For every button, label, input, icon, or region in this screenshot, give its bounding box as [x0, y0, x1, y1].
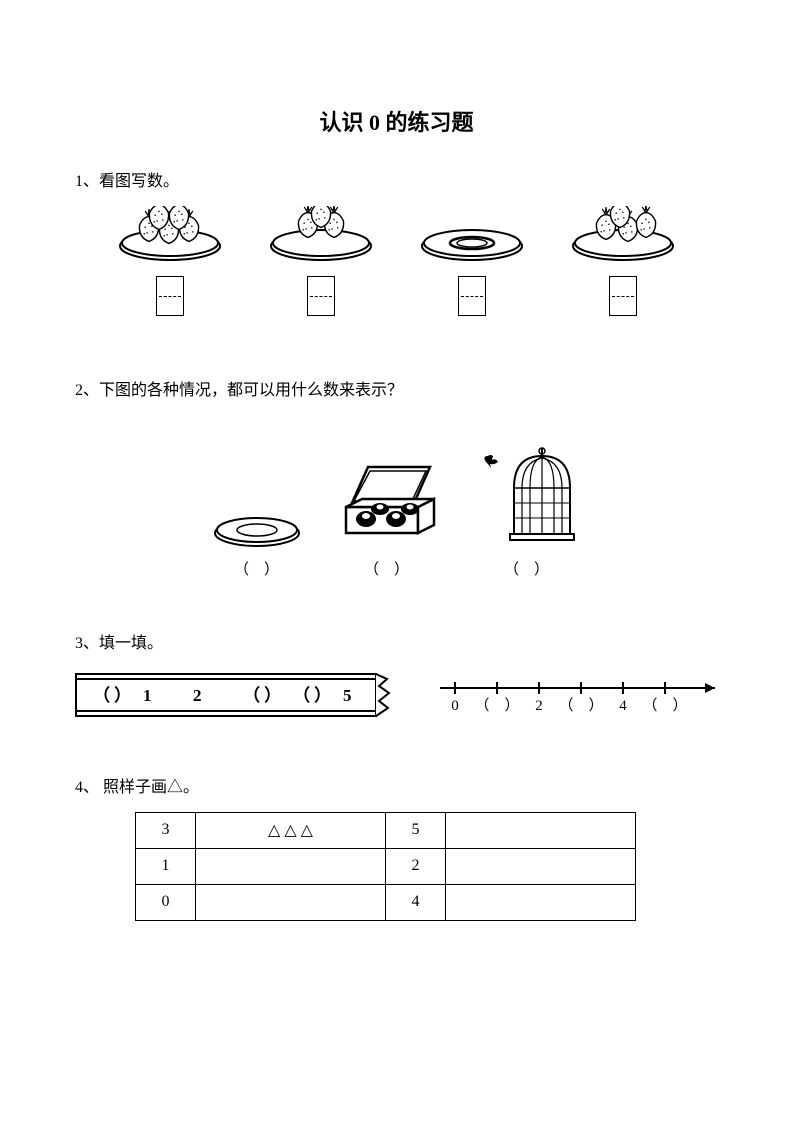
q4-rightshapes-2[interactable]	[446, 884, 636, 920]
q4-rightshapes-1[interactable]	[446, 848, 636, 884]
ruler-slot-3[interactable]: （ ）	[243, 685, 281, 705]
numline-label-2: 2	[535, 698, 543, 714]
box-icon	[332, 455, 442, 550]
plate-group-0	[115, 206, 225, 316]
ruler-slot-0[interactable]: （ ）	[93, 685, 131, 705]
numline-label-4: 4	[619, 698, 627, 714]
answer-box-1[interactable]	[307, 276, 335, 316]
ruler: （ ） 1 2 （ ） （ ） 5	[75, 673, 395, 717]
plate-group-2	[417, 206, 527, 316]
ruler-slot-1: 1	[143, 686, 152, 705]
q4-leftnum-1: 1	[136, 848, 196, 884]
numline-label-3[interactable]: （ ）	[558, 697, 603, 714]
answer-box-3[interactable]	[609, 276, 637, 316]
q4-leftshapes-2[interactable]	[196, 884, 386, 920]
q2-prompt: 2、下图的各种情况，都可以用什么数来表示？	[75, 376, 718, 400]
answer-box-2[interactable]	[458, 276, 486, 316]
answer-box-0[interactable]	[156, 276, 184, 316]
q4-leftshapes-0[interactable]: △ △ △	[196, 812, 386, 848]
q2-paren-2[interactable]: （ ）	[504, 558, 549, 579]
table-row: 04	[136, 884, 636, 920]
q1-plates	[75, 206, 718, 316]
numline-label-1[interactable]: （ ）	[474, 697, 519, 714]
q2-paren-1[interactable]: （ ）	[364, 558, 409, 579]
q4-rightnum-1: 2	[386, 848, 446, 884]
plate-group-3	[568, 206, 678, 316]
q4-leftnum-2: 0	[136, 884, 196, 920]
q2-paren-0[interactable]: （ ）	[234, 558, 279, 579]
ruler-slot-5: 5	[343, 686, 352, 705]
number-line: 0 （ ） 2 （ ） 4 （ ）	[435, 668, 735, 723]
ruler-slot-4[interactable]: （ ）	[293, 685, 331, 705]
table-row: 3△ △ △5	[136, 812, 636, 848]
numline-label-5[interactable]: （ ）	[642, 697, 687, 714]
q2-birdcage: （ ）	[472, 440, 582, 579]
q2-box: （ ）	[332, 455, 442, 579]
q4-rightshapes-0[interactable]	[446, 812, 636, 848]
empty-plate-icon	[212, 505, 302, 550]
q2-images: （ ） （ ）	[75, 440, 718, 579]
q2-empty-plate: （ ）	[212, 505, 302, 579]
q1-prompt: 1、看图写数。	[75, 167, 718, 191]
numline-label-0: 0	[451, 698, 459, 714]
birdcage-icon	[472, 440, 582, 550]
q4-table: 3△ △ △51204	[135, 812, 636, 921]
ruler-slot-2: 2	[193, 686, 202, 705]
plate-group-1	[266, 206, 376, 316]
q3-content: （ ） 1 2 （ ） （ ） 5 0 （ ） 2 （ ） 4 （ ）	[75, 668, 718, 723]
q4-leftnum-0: 3	[136, 812, 196, 848]
q4-prompt: 4、 照样子画△。	[75, 773, 718, 797]
q4-rightnum-2: 4	[386, 884, 446, 920]
q4-rightnum-0: 5	[386, 812, 446, 848]
q3-prompt: 3、填一填。	[75, 629, 718, 653]
page-title: 认识 0 的练习题	[75, 105, 718, 137]
table-row: 12	[136, 848, 636, 884]
q4-leftshapes-1[interactable]	[196, 848, 386, 884]
